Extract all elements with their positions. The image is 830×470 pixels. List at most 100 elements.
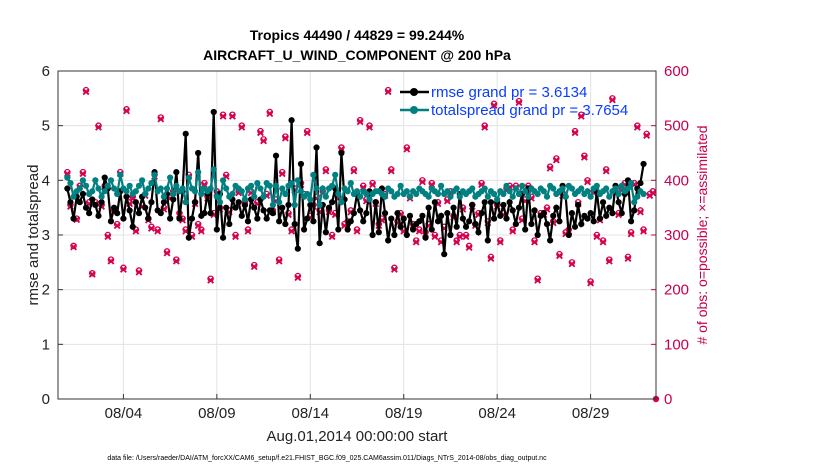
spread-point bbox=[89, 188, 96, 195]
rmse-point bbox=[173, 169, 180, 176]
rmse-point bbox=[185, 234, 192, 241]
spread-point bbox=[67, 179, 74, 187]
rmse-point bbox=[618, 210, 625, 217]
spread-point bbox=[170, 190, 177, 198]
rmse-point bbox=[235, 199, 242, 206]
spread-point bbox=[272, 182, 280, 189]
obs-assimilated-point bbox=[571, 129, 579, 137]
rmse-point bbox=[475, 229, 482, 236]
rmse-point bbox=[101, 174, 108, 181]
rmse-point bbox=[425, 204, 432, 211]
rmse-point bbox=[391, 231, 398, 239]
rmse-point bbox=[123, 193, 130, 200]
spread-point bbox=[397, 182, 404, 189]
rmse-point bbox=[381, 210, 389, 217]
spread-point bbox=[319, 185, 326, 192]
spread-point bbox=[241, 196, 248, 203]
spread-point bbox=[294, 177, 301, 184]
spread-point bbox=[559, 185, 566, 192]
obs-assimilated-point bbox=[637, 208, 644, 216]
spread-point bbox=[512, 185, 519, 192]
obs-assimilated-point bbox=[356, 118, 364, 126]
obs-assimilated-point bbox=[353, 227, 361, 235]
rmse-point bbox=[515, 204, 523, 211]
obs-assimilated-point bbox=[157, 115, 165, 123]
rmse-point bbox=[263, 215, 270, 222]
obs-assimilated-point bbox=[219, 112, 227, 120]
obs-assimilated-point bbox=[70, 243, 78, 251]
spread-point bbox=[288, 179, 295, 187]
spread-point bbox=[525, 193, 532, 200]
rmse-point bbox=[328, 199, 336, 206]
obs-assimilated-point bbox=[82, 88, 90, 96]
spread-point bbox=[257, 185, 264, 192]
obs-assimilated-point bbox=[577, 112, 585, 120]
spread-point bbox=[135, 182, 143, 189]
obs-assimilated-point bbox=[643, 132, 651, 139]
rmse-point bbox=[238, 212, 245, 219]
obs-assimilated-point bbox=[515, 99, 523, 107]
rmse-point bbox=[441, 251, 448, 258]
spread-point bbox=[438, 182, 445, 189]
spread-point bbox=[104, 182, 111, 189]
spread-point bbox=[406, 193, 414, 200]
y-right-tick-label: 100 bbox=[664, 336, 689, 353]
x-tick-label: 08/04 bbox=[105, 405, 143, 422]
obs-assimilated-point bbox=[587, 279, 595, 287]
spread-point bbox=[160, 193, 167, 200]
rmse-point bbox=[107, 218, 115, 225]
obs-assimilated-point bbox=[172, 257, 180, 265]
ticks: 08/04 08/09 08/14 08/19 08/24 08/29 0 1 2 3 4 5 6 0 10… bbox=[42, 63, 689, 422]
spread-point bbox=[82, 182, 90, 189]
spread-point bbox=[279, 185, 286, 192]
y-right-tick-label: 0 bbox=[664, 391, 672, 408]
spread-point bbox=[506, 188, 513, 195]
rmse-point bbox=[64, 185, 71, 192]
rmse-point bbox=[459, 215, 467, 222]
rmse-point bbox=[462, 223, 470, 230]
spread-point bbox=[313, 185, 320, 192]
obs-assimilated-point bbox=[104, 233, 112, 241]
obs-assimilated-point bbox=[556, 252, 563, 260]
rmse-point bbox=[606, 204, 613, 211]
plot-frame bbox=[57, 70, 657, 400]
spread-point bbox=[251, 193, 258, 200]
rmse-point bbox=[291, 220, 298, 228]
x-tick-label: 08/29 bbox=[572, 405, 610, 422]
spread-point bbox=[148, 179, 155, 187]
chart-title-line2: AIRCRAFT_U_WIND_COMPONENT @ 200 hPa bbox=[203, 47, 511, 63]
spread-point bbox=[310, 171, 317, 178]
obs-possible-point bbox=[89, 270, 96, 277]
rmse-point bbox=[86, 210, 93, 217]
spread-point bbox=[238, 188, 245, 195]
y-right-tick-label: 500 bbox=[664, 118, 689, 135]
rmse-point bbox=[170, 196, 177, 203]
obs-assimilated-point bbox=[568, 260, 576, 268]
legend-spread-marker bbox=[410, 106, 418, 114]
spread-point bbox=[114, 190, 121, 198]
rmse-point bbox=[148, 199, 155, 206]
spread-point bbox=[612, 185, 619, 192]
obs-assimilated-point bbox=[228, 112, 236, 120]
rmse-point bbox=[481, 199, 488, 206]
rmse-point bbox=[534, 231, 541, 239]
rmse-point bbox=[640, 160, 647, 168]
rmse-point bbox=[603, 212, 610, 219]
rmse-point bbox=[434, 218, 442, 225]
rmse-point bbox=[385, 237, 392, 244]
rmse-point bbox=[79, 190, 87, 198]
rmse-point bbox=[272, 152, 280, 159]
rmse-point bbox=[438, 212, 445, 219]
obs-assimilated-point bbox=[534, 276, 542, 284]
rmse-point bbox=[369, 231, 376, 239]
rmse-point bbox=[590, 218, 597, 225]
obs-assimilated-point bbox=[487, 255, 495, 262]
spread-point bbox=[394, 190, 401, 198]
rmse-point bbox=[478, 210, 485, 217]
rmse-point bbox=[416, 218, 423, 225]
rmse-point bbox=[76, 199, 83, 206]
obs-assimilated-point bbox=[95, 123, 102, 131]
rmse-point bbox=[400, 215, 407, 222]
legend-rmse-label: rmse grand pr = 3.6134 bbox=[431, 84, 587, 101]
